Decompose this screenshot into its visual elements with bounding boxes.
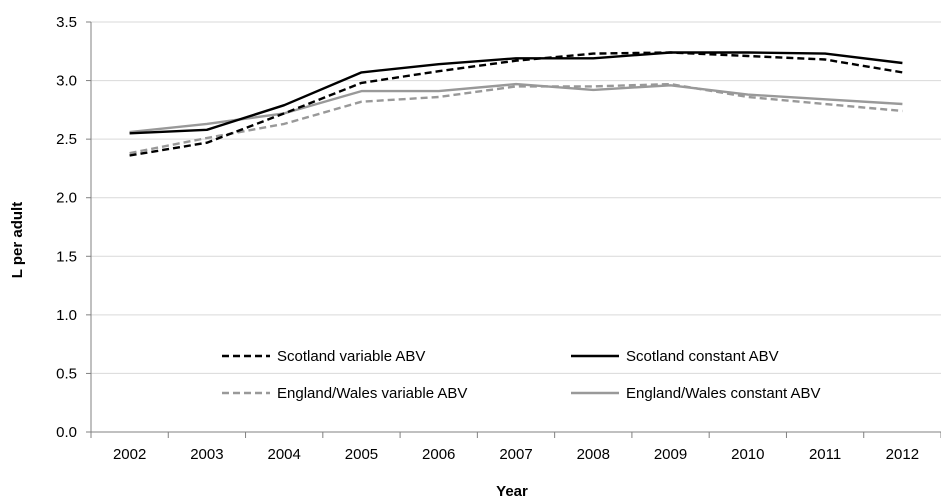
x-tick-label: 2006 (422, 446, 455, 463)
x-tick-label: 2004 (267, 446, 300, 463)
legend-label: Scotland constant ABV (626, 348, 779, 365)
legend-label: Scotland variable ABV (277, 348, 425, 365)
x-tick-label: 2009 (654, 446, 687, 463)
x-tick-label: 2002 (113, 446, 146, 463)
y-tick-label: 3.5 (56, 14, 77, 31)
x-tick-labels: 2002 2003 2004 2005 2006 2007 2008 2009 2010 2011… (113, 446, 919, 463)
series-line-3 (129, 82, 903, 134)
x-tick-label: 2005 (345, 446, 378, 463)
y-tick-label: 2.0 (56, 190, 77, 207)
y-tick-label: 1.0 (56, 307, 77, 324)
y-tick-label: 1.5 (56, 248, 77, 265)
y-tick-label: 0.0 (56, 424, 77, 441)
y-tick-labels: 0.0 0.5 1.0 1.5 2.0 2.5 3.0 3.5 (56, 14, 77, 441)
x-axis-title: Year (496, 483, 528, 500)
y-tick-label: 0.5 (56, 365, 77, 382)
y-axis-title: L per adult (9, 202, 26, 278)
y-tick-label: 2.5 (56, 131, 77, 148)
x-tick-label: 2012 (886, 446, 919, 463)
gridlines (91, 21, 941, 374)
series-lines (129, 51, 903, 157)
series-line-2 (129, 82, 903, 155)
x-tick-label: 2003 (190, 446, 223, 463)
x-tick-label: 2008 (577, 446, 610, 463)
x-tick-label: 2007 (499, 446, 532, 463)
legend-label: England/Wales variable ABV (277, 385, 467, 402)
axes (86, 21, 941, 438)
legend: Scotland variable ABV Scotland constant A… (222, 348, 821, 402)
x-tick-label: 2011 (809, 446, 841, 463)
y-tick-label: 3.0 (56, 73, 77, 90)
series-line-0 (129, 51, 903, 157)
legend-label: England/Wales constant ABV (626, 385, 821, 402)
x-tick-label: 2010 (731, 446, 764, 463)
series-line-1 (129, 51, 903, 135)
